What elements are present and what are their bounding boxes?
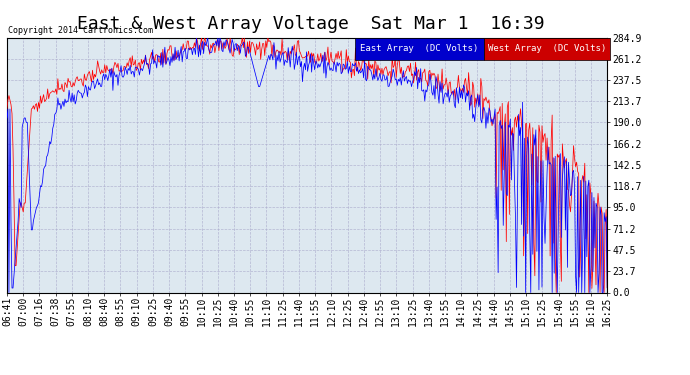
Text: West Array  (DC Volts): West Array (DC Volts) [488,45,607,54]
Text: Copyright 2014 Cartronics.com: Copyright 2014 Cartronics.com [8,26,152,35]
Text: East Array  (DC Volts): East Array (DC Volts) [360,45,479,54]
Bar [355,38,484,60]
Bar [484,38,610,60]
Text: East & West Array Voltage  Sat Mar 1  16:39: East & West Array Voltage Sat Mar 1 16:3… [77,15,544,33]
